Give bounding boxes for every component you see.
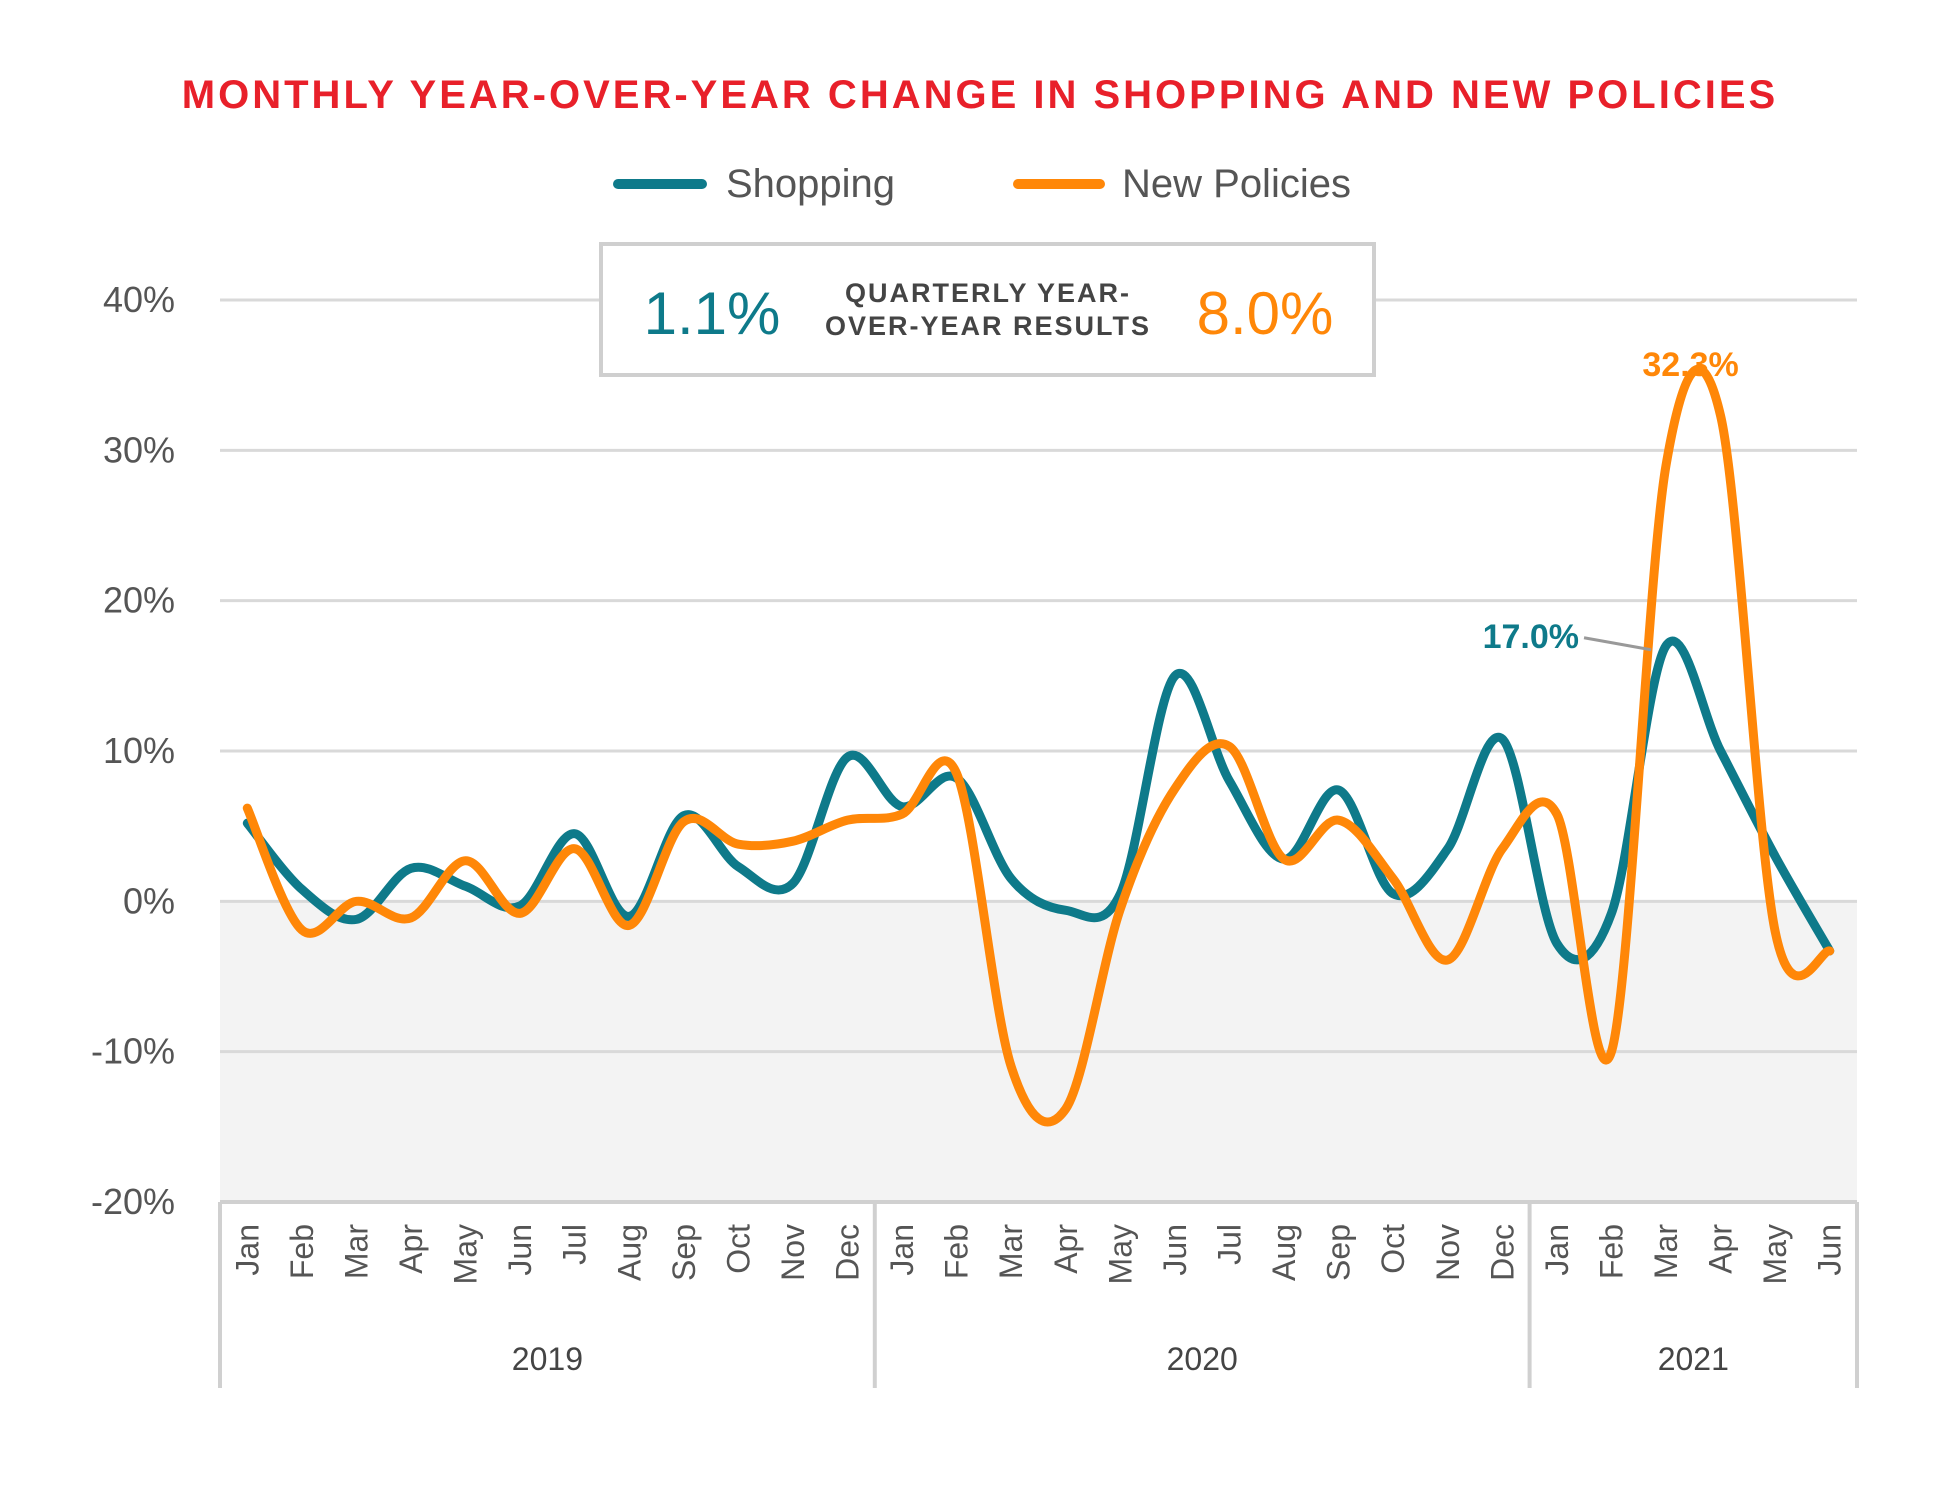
summary-box: 1.1% QUARTERLY YEAR- OVER-YEAR RESULTS 8… [599, 242, 1376, 377]
x-tick-label: Feb [1593, 1224, 1629, 1279]
y-axis: 40% 30% 20% 10% 0% -10% -20% [91, 279, 175, 1222]
x-tick-label: Oct [1375, 1224, 1411, 1274]
summary-shopping-value: 1.1% [644, 280, 781, 347]
year-label: 2019 [512, 1341, 583, 1377]
x-tick-label: Feb [284, 1224, 320, 1279]
x-tick-label: Aug [1266, 1224, 1302, 1281]
y-tick-label: 30% [103, 429, 175, 470]
summary-box-frame [599, 242, 1376, 377]
summary-label-line2: OVER-YEAR RESULTS [825, 311, 1151, 341]
x-tick-label: Dec [1484, 1224, 1520, 1281]
x-tick-label: May [1757, 1224, 1793, 1284]
x-tick-label: Jun [1157, 1224, 1193, 1276]
year-label: 2020 [1167, 1341, 1238, 1377]
x-tick-label: Jul [1211, 1224, 1247, 1265]
x-tick-label: Mar [1648, 1224, 1684, 1279]
y-tick-label: 20% [103, 580, 175, 621]
annotation-shopping-peak: 17.0% [1483, 618, 1579, 656]
y-tick-label: 40% [103, 279, 175, 320]
x-tick-label: Sep [666, 1224, 702, 1281]
x-tick-label: Sep [1321, 1224, 1357, 1281]
legend-label-new-policies: New Policies [1122, 162, 1351, 206]
x-tick-label: Nov [1430, 1224, 1466, 1281]
summary-label-line1: QUARTERLY YEAR- [845, 278, 1131, 308]
x-tick-label: May [448, 1224, 484, 1284]
y-tick-label: -10% [91, 1031, 175, 1072]
legend-label-shopping: Shopping [726, 162, 895, 206]
x-tick-label: Apr [393, 1224, 429, 1274]
x-tick-label: Jan [229, 1224, 265, 1276]
x-tick-label: Dec [830, 1224, 866, 1281]
series-line-shopping [242, 636, 1835, 965]
y-tick-label: 10% [103, 730, 175, 771]
year-label: 2021 [1658, 1341, 1729, 1377]
gridlines [220, 298, 1857, 1054]
x-tick-label: Apr [1048, 1224, 1084, 1274]
x-tick-label: May [1102, 1224, 1138, 1284]
series-lines [242, 364, 1835, 1127]
x-tick-label: Jun [1812, 1224, 1848, 1276]
x-tick-label: Oct [720, 1224, 756, 1274]
y-tick-label: -20% [91, 1181, 175, 1222]
x-tick-label: Jul [557, 1224, 593, 1265]
x-tick-label: Nov [775, 1224, 811, 1281]
annotation-new-policies-peak: 32.3% [1642, 346, 1738, 384]
summary-new-policies-value: 8.0% [1197, 280, 1334, 347]
x-tick-label: Aug [611, 1224, 647, 1281]
x-tick-label: Mar [338, 1224, 374, 1279]
legend: Shopping New Policies [613, 162, 1351, 206]
y-tick-label: 0% [123, 880, 175, 921]
x-tick-label: Jan [884, 1224, 920, 1276]
x-tick-label: Jun [502, 1224, 538, 1276]
x-tick-label: Feb [939, 1224, 975, 1279]
x-tick-label: Apr [1703, 1224, 1739, 1274]
annotation-leader-line [1583, 636, 1652, 652]
chart-title: MONTHLY YEAR-OVER-YEAR CHANGE IN SHOPPIN… [182, 73, 1778, 117]
series-line-new-policies [242, 364, 1835, 1127]
x-tick-label: Mar [993, 1224, 1029, 1279]
x-axis: Jan Feb Mar Apr May Jun Jul Aug Sep Oct Nov Dec Jan F… [218, 1200, 1859, 1388]
x-tick-label: Jan [1539, 1224, 1575, 1276]
